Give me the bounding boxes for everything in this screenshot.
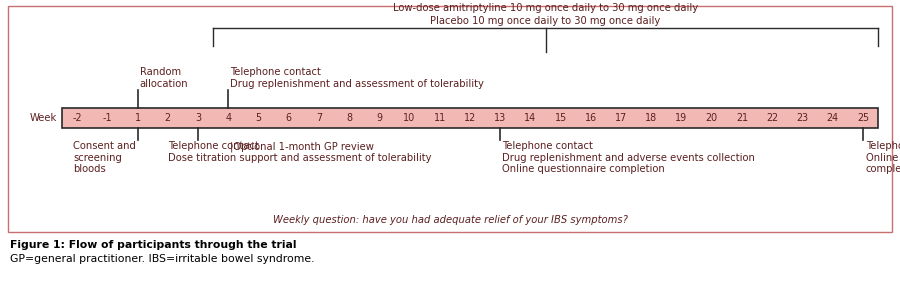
Text: 19: 19 [675, 113, 688, 123]
Text: Consent and
screening
bloods: Consent and screening bloods [73, 141, 136, 174]
Text: 2: 2 [165, 113, 171, 123]
Text: 9: 9 [376, 113, 382, 123]
Text: Weekly question: have you had adequate relief of your IBS symptoms?: Weekly question: have you had adequate r… [273, 215, 627, 225]
Text: 16: 16 [585, 113, 597, 123]
Text: 7: 7 [316, 113, 322, 123]
Bar [8, 6, 892, 232]
Text: 11: 11 [434, 113, 446, 123]
Text: Telephone contact
Drug replenishment and assessment of tolerability: Telephone contact Drug replenishment and… [230, 67, 484, 89]
Text: 24: 24 [826, 113, 839, 123]
Text: 18: 18 [645, 113, 658, 123]
Text: Low-dose amitriptyline 10 mg once daily to 30 mg once daily
Placebo 10 mg once d: Low-dose amitriptyline 10 mg once daily … [393, 3, 698, 26]
Text: 3: 3 [195, 113, 201, 123]
Text: 4: 4 [225, 113, 231, 123]
Text: Random
allocation: Random allocation [140, 67, 188, 89]
Text: -2: -2 [72, 113, 82, 123]
Text: 5: 5 [256, 113, 262, 123]
Text: 8: 8 [346, 113, 352, 123]
Text: 13: 13 [494, 113, 507, 123]
Text: 12: 12 [464, 113, 476, 123]
Text: 23: 23 [796, 113, 808, 123]
Text: 25: 25 [857, 113, 869, 123]
Text: Week: Week [30, 113, 57, 123]
Text: Telephone contact
Drug replenishment and adverse events collection
Online questi: Telephone contact Drug replenishment and… [502, 141, 755, 174]
Text: 21: 21 [736, 113, 748, 123]
Text: |Optional 1-month GP review: |Optional 1-month GP review [230, 141, 374, 152]
Text: 20: 20 [706, 113, 718, 123]
Bar [62, 108, 878, 128]
Text: GP=general practitioner. IBS=irritable bowel syndrome.: GP=general practitioner. IBS=irritable b… [10, 254, 314, 264]
Text: 1: 1 [134, 113, 140, 123]
Text: 10: 10 [403, 113, 416, 123]
Text: -1: -1 [103, 113, 112, 123]
Text: Figure 1: Flow of participants through the trial: Figure 1: Flow of participants through t… [10, 240, 296, 250]
Text: 22: 22 [766, 113, 778, 123]
Text: 6: 6 [285, 113, 292, 123]
Text: Telephone contact
Dose titration support and assessment of tolerability: Telephone contact Dose titration support… [168, 141, 431, 163]
Text: 14: 14 [525, 113, 536, 123]
Text: 15: 15 [554, 113, 567, 123]
Text: 17: 17 [615, 113, 627, 123]
Text: Telephone contact
Online questionnaire
completion: Telephone contact Online questionnaire c… [866, 141, 900, 174]
